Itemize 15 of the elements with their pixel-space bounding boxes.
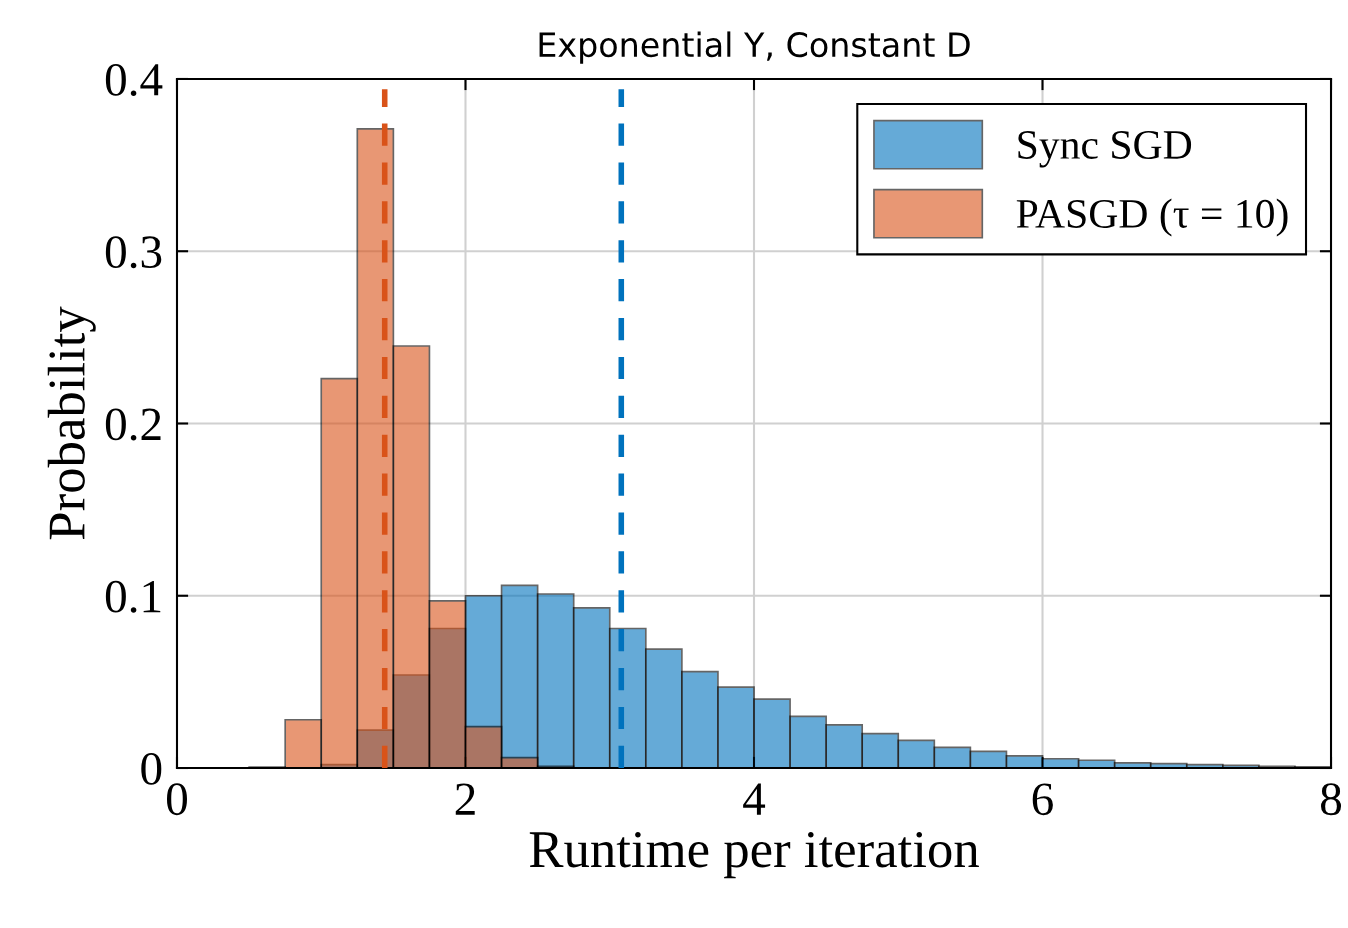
x-tick-label: 0	[166, 783, 187, 816]
x-axis-title: Runtime per iteration	[529, 831, 979, 879]
y-axis-title: Probability	[47, 306, 96, 540]
y-tick-label: 0.3	[105, 236, 162, 269]
x-tick-label: 2	[455, 783, 475, 815]
y-tick-label: 0.1	[105, 580, 161, 613]
legend-label: Sync SGD	[1018, 130, 1192, 168]
x-tick-label: 8	[1321, 783, 1342, 816]
y-tick-label: 0.4	[105, 63, 163, 97]
y-tick-label: 0	[141, 752, 162, 785]
y-tick-label: 0.2	[105, 408, 161, 441]
x-tick-label: 6	[1032, 783, 1053, 816]
chart-title: Exponential Y, Constant D	[539, 31, 970, 64]
x-tick-label: 4	[743, 783, 766, 815]
legend-label: PASGD (τ = 10)	[1016, 198, 1288, 237]
